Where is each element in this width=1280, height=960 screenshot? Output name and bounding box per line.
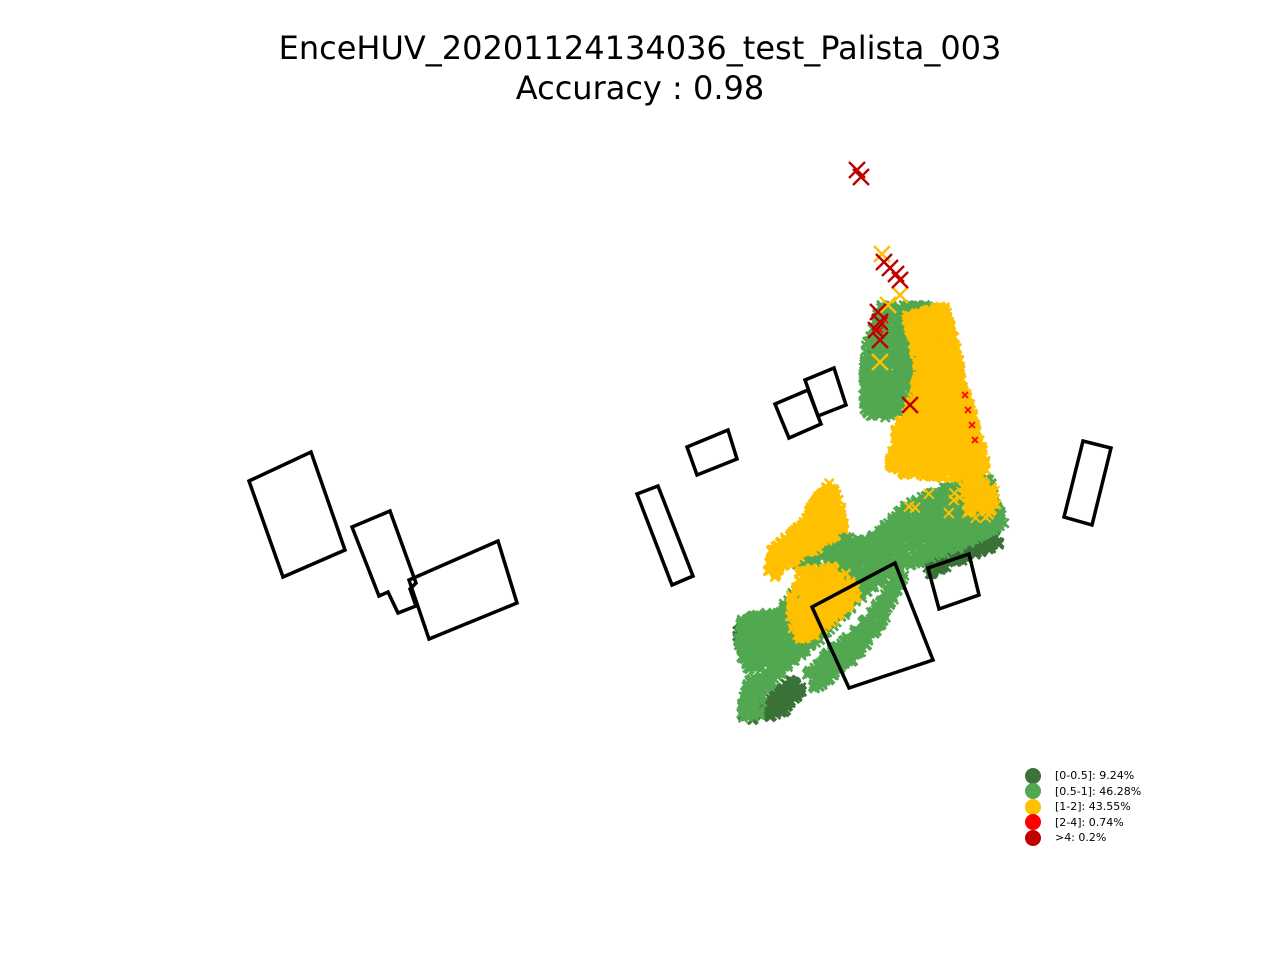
- x-marker: [880, 375, 892, 387]
- x-marker: [868, 372, 880, 384]
- x-marker: [889, 304, 901, 316]
- x-marker: [775, 693, 787, 705]
- x-marker: [863, 335, 875, 347]
- x-marker: [991, 537, 1003, 548]
- x-marker: [786, 681, 798, 693]
- x-marker: [983, 543, 994, 555]
- x-marker: [795, 684, 807, 696]
- x-marker: [867, 410, 879, 422]
- x-marker: [875, 332, 886, 344]
- x-marker: [863, 389, 875, 401]
- x-marker: [861, 360, 873, 372]
- x-marker: [993, 537, 1005, 548]
- x-marker: [980, 538, 992, 550]
- title-line: EnceHUV_20201124134036_test_Palista_003: [278, 29, 1002, 67]
- chart-title: EnceHUV_20201124134036_test_Palista_003 …: [0, 28, 1280, 108]
- x-marker: [866, 378, 878, 390]
- x-marker: [893, 338, 904, 350]
- subtitle-line: Accuracy : 0.98: [515, 69, 765, 107]
- x-marker: [863, 352, 874, 364]
- x-marker: [888, 346, 900, 358]
- x-marker: [975, 546, 987, 558]
- x-marker: [767, 690, 779, 702]
- x-marker: [889, 405, 901, 417]
- x-marker: [789, 693, 801, 705]
- x-marker: [882, 369, 894, 381]
- x-marker: [890, 352, 902, 364]
- x-marker: [902, 301, 914, 313]
- x-marker: [775, 703, 787, 715]
- x-marker: [887, 388, 899, 399]
- x-marker: [778, 688, 790, 699]
- x-marker: [969, 549, 981, 561]
- x-marker: [901, 372, 913, 384]
